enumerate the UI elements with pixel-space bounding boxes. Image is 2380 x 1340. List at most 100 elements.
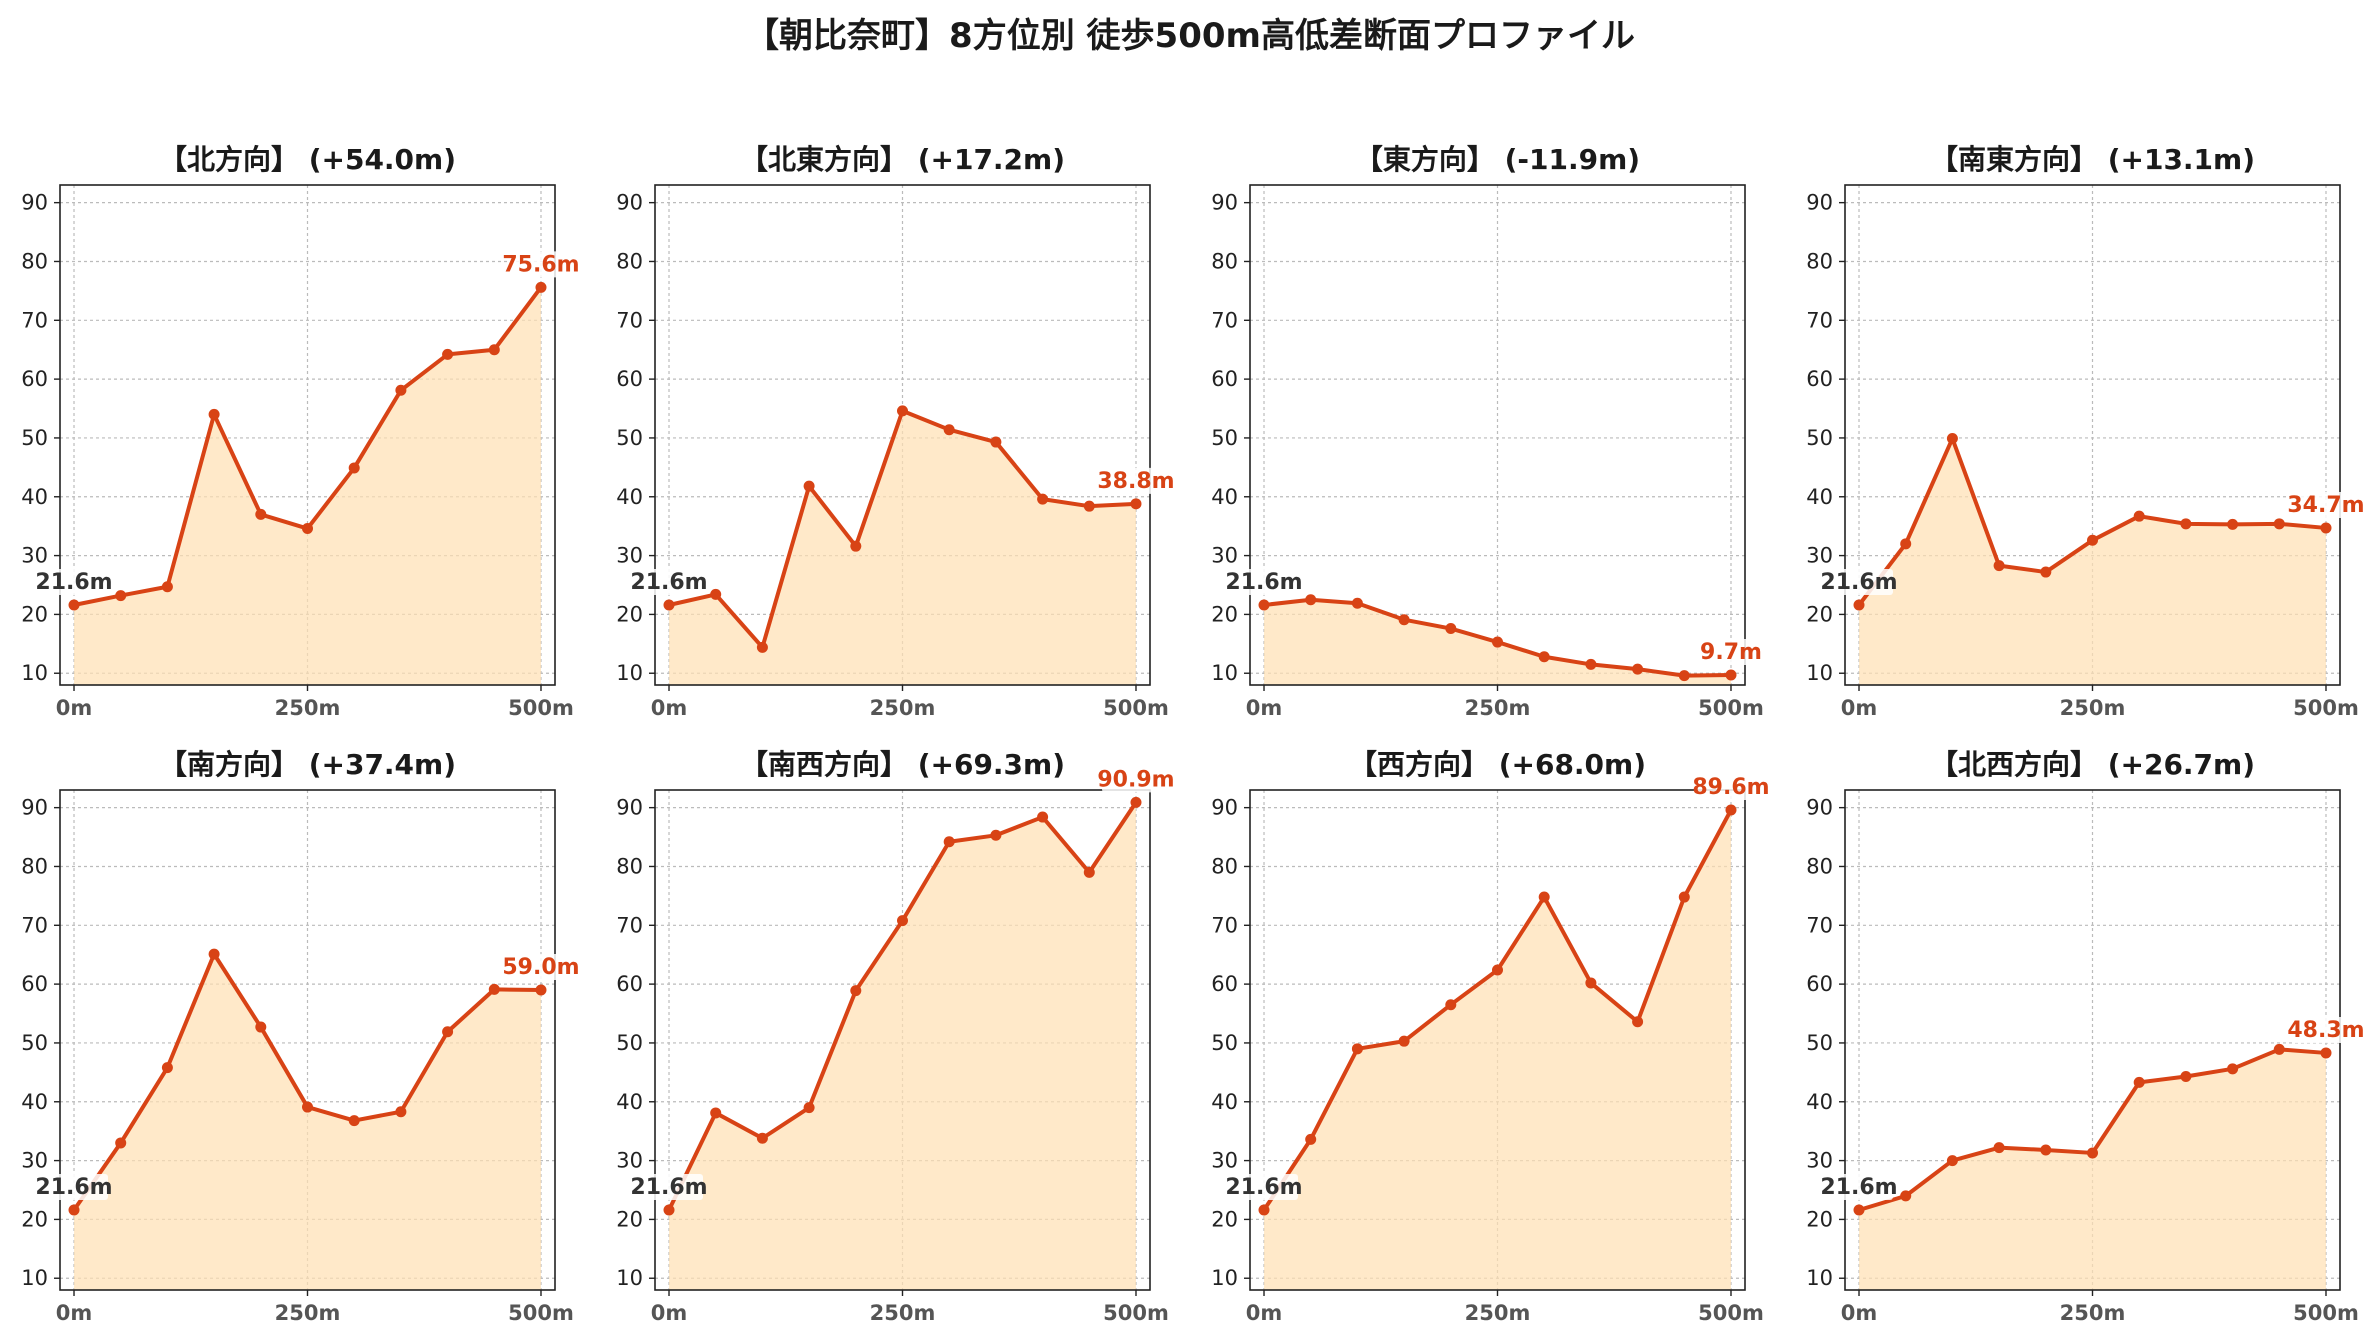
end-elevation-label: 38.8m <box>1097 469 1174 494</box>
y-tick-label: 10 <box>1211 661 1238 685</box>
data-point <box>1632 1016 1644 1028</box>
data-point <box>1538 651 1550 663</box>
data-point <box>208 948 220 960</box>
y-tick-label: 40 <box>21 1090 48 1114</box>
chart-title: 【北東方向】 (+17.2m) <box>740 143 1065 176</box>
data-point <box>1538 891 1550 903</box>
end-label-bg <box>1101 766 1170 793</box>
x-tick-label: 0m <box>1246 696 1283 720</box>
elevation-area <box>1859 438 2326 685</box>
y-tick-label: 60 <box>616 367 643 391</box>
y-tick-label: 80 <box>1806 854 1833 878</box>
data-point <box>1258 1204 1270 1216</box>
start-elevation-label: 21.6m <box>630 570 707 595</box>
data-point <box>488 983 500 995</box>
y-tick-label: 10 <box>21 661 48 685</box>
data-point <box>535 984 547 996</box>
chart-title: 【南東方向】 (+13.1m) <box>1930 143 2255 176</box>
data-point <box>2227 1063 2239 1075</box>
y-tick-label: 90 <box>1806 796 1833 820</box>
x-tick-label: 250m <box>1465 696 1531 720</box>
data-point <box>2227 518 2239 530</box>
data-point <box>442 1026 454 1038</box>
start-elevation-label: 21.6m <box>1820 1175 1897 1200</box>
y-tick-label: 30 <box>1211 1149 1238 1173</box>
data-point <box>161 581 173 593</box>
y-tick-label: 10 <box>1806 661 1833 685</box>
y-tick-label: 40 <box>616 485 643 509</box>
y-tick-label: 60 <box>1211 972 1238 996</box>
data-point <box>2320 522 2332 534</box>
y-tick-label: 20 <box>1806 602 1833 626</box>
y-tick-label: 40 <box>1806 485 1833 509</box>
y-tick-label: 30 <box>616 544 643 568</box>
end-elevation-label: 9.7m <box>1700 640 1762 665</box>
data-point <box>1351 597 1363 609</box>
start-label-bg <box>1825 1174 1894 1200</box>
data-point <box>348 1115 360 1127</box>
data-point <box>302 1101 313 1113</box>
x-tick-label: 0m <box>651 1301 688 1325</box>
data-point <box>1492 964 1503 976</box>
y-tick-label: 90 <box>21 796 48 820</box>
data-point <box>1445 999 1457 1011</box>
y-tick-label: 30 <box>1806 544 1833 568</box>
elevation-area <box>669 802 1136 1290</box>
data-point <box>115 590 127 602</box>
data-point <box>442 348 454 360</box>
end-elevation-label: 59.0m <box>502 955 579 980</box>
data-point <box>348 462 360 474</box>
y-tick-label: 60 <box>1806 972 1833 996</box>
chart-panel: 【北方向】 (+54.0m) 10 20 30 40 50 60 70 80 90 0m 250m 50… <box>21 143 579 720</box>
data-point <box>2087 534 2098 546</box>
data-point <box>1946 1155 1958 1167</box>
y-tick-label: 90 <box>21 191 48 215</box>
data-point <box>1037 493 1049 505</box>
y-tick-label: 90 <box>1211 191 1238 215</box>
y-tick-label: 30 <box>1806 1149 1833 1173</box>
data-point <box>2180 1070 2192 1082</box>
y-tick-label: 50 <box>1806 1031 1833 1055</box>
y-tick-label: 50 <box>1211 1031 1238 1055</box>
end-label-bg <box>506 954 575 980</box>
y-tick-label: 10 <box>616 661 643 685</box>
y-tick-label: 10 <box>1211 1266 1238 1290</box>
y-tick-label: 20 <box>1806 1207 1833 1231</box>
y-tick-label: 70 <box>21 913 48 937</box>
x-tick-label: 250m <box>275 696 341 720</box>
x-tick-label: 250m <box>275 1301 341 1325</box>
data-point <box>897 915 908 927</box>
x-tick-label: 500m <box>508 1301 574 1325</box>
y-tick-label: 90 <box>1806 191 1833 215</box>
y-tick-label: 30 <box>616 1149 643 1173</box>
data-point <box>897 405 908 417</box>
end-label-bg <box>1696 639 1765 665</box>
y-tick-label: 20 <box>21 602 48 626</box>
data-point <box>710 1107 722 1119</box>
data-point <box>1445 623 1457 635</box>
x-tick-label: 500m <box>1698 696 1764 720</box>
data-point <box>1853 1204 1865 1216</box>
x-tick-label: 250m <box>870 1301 936 1325</box>
y-tick-label: 80 <box>21 854 48 878</box>
data-point <box>1946 433 1958 445</box>
chart-panel: 【東方向】 (-11.9m) 10 20 30 40 50 60 70 80 90 0m 250m 50… <box>1211 143 1765 720</box>
data-point <box>2133 510 2145 522</box>
y-tick-label: 40 <box>1806 1090 1833 1114</box>
data-point <box>1305 594 1317 606</box>
data-point <box>1678 670 1690 682</box>
x-tick-label: 0m <box>1841 696 1878 720</box>
data-point <box>208 408 220 420</box>
chart-panel: 【北西方向】 (+26.7m) 10 20 30 40 50 60 70 80 90 0m 250m 5… <box>1806 748 2364 1325</box>
x-tick-label: 0m <box>56 1301 93 1325</box>
chart-panel: 【南方向】 (+37.4m) 10 20 30 40 50 60 70 80 90 0m 250m 50… <box>21 748 579 1325</box>
data-point <box>161 1062 173 1074</box>
y-tick-label: 50 <box>1806 426 1833 450</box>
data-point <box>1130 796 1142 808</box>
chart-title: 【西方向】 (+68.0m) <box>1349 748 1646 781</box>
data-point <box>943 424 955 436</box>
x-tick-label: 250m <box>2060 1301 2126 1325</box>
y-tick-label: 20 <box>1211 602 1238 626</box>
y-tick-label: 60 <box>1806 367 1833 391</box>
y-tick-label: 60 <box>21 972 48 996</box>
